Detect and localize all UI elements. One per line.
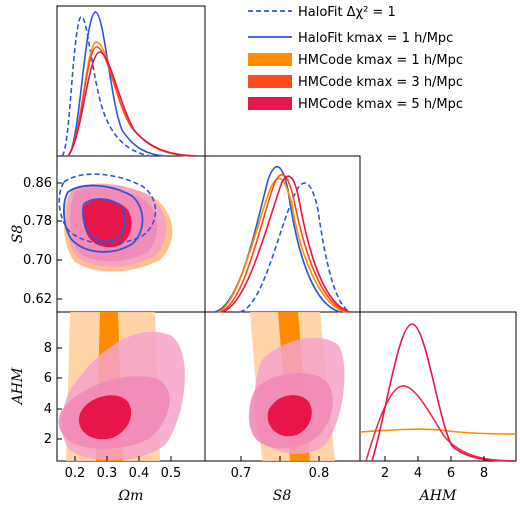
legend-label-halofit-kmax1: HaloFit kmax = 1 h/Mpc xyxy=(298,31,453,46)
legend-swatch-hmcode-kmax1 xyxy=(248,53,292,66)
legend: HaloFit Δχ² = 1 HaloFit kmax = 1 h/Mpc H… xyxy=(248,5,463,112)
x-tick-om-2: 0.4 xyxy=(129,466,150,481)
legend-label-hmcode-kmax1: HMCode kmax = 1 h/Mpc xyxy=(298,53,463,68)
x-tick-labels: 0.2 0.3 0.4 0.5 0.7 0.8 2 4 6 8 xyxy=(65,466,488,481)
legend-label-hmcode-kmax5: HMCode kmax = 5 h/Mpc xyxy=(298,97,463,112)
y-tick-ahm-3: 8 xyxy=(44,341,52,356)
om-1d-curves xyxy=(61,11,196,157)
s8-1d-curves xyxy=(214,166,351,313)
panel-om-1d xyxy=(56,5,206,157)
y-axis-label-ahm: AHM xyxy=(10,367,26,406)
tick-marks xyxy=(57,182,485,461)
x-axis-label-s8: S8 xyxy=(273,488,292,504)
om-s8-halofit-kmax1-inner xyxy=(82,198,127,243)
panel-ahm-1d xyxy=(359,311,517,462)
om-s8-halofit-kmax1-outer xyxy=(63,184,144,253)
om-1d-hmcode-kmax3 xyxy=(67,46,196,157)
om-s8-halofit-dchi2-contour xyxy=(58,173,157,245)
y-tick-s8-3: 0.86 xyxy=(23,176,52,191)
s8-1d-hmcode-kmax5 xyxy=(221,175,351,313)
x-tick-om-0: 0.2 xyxy=(65,466,86,481)
y-axis-label-s8: S8 xyxy=(10,225,26,244)
y-tick-s8-1: 0.70 xyxy=(23,253,52,268)
x-tick-ahm-1: 4 xyxy=(414,466,422,481)
y-tick-s8-2: 0.78 xyxy=(23,214,52,229)
legend-label-halofit-dchi2: HaloFit Δχ² = 1 xyxy=(298,5,396,20)
legend-swatch-hmcode-kmax5 xyxy=(248,97,292,110)
om-1d-hmcode-kmax5 xyxy=(67,51,196,157)
legend-swatch-hmcode-kmax3 xyxy=(248,75,292,88)
om-ahm-contours xyxy=(58,312,185,461)
x-tick-s8-0: 0.7 xyxy=(231,466,252,481)
x-tick-ahm-2: 6 xyxy=(447,466,455,481)
s8-ahm-hmcode-inner xyxy=(267,395,312,437)
ahm-1d-hmcode-kmax1 xyxy=(359,428,517,435)
y-tick-ahm-0: 2 xyxy=(44,432,52,447)
y-tick-ahm-1: 4 xyxy=(44,402,52,417)
y-tick-s8-0: 0.62 xyxy=(23,292,52,307)
x-tick-s8-1: 0.8 xyxy=(309,466,330,481)
s8-ahm-contours xyxy=(248,312,345,461)
y-tick-ahm-2: 6 xyxy=(44,371,52,386)
legend-label-hmcode-kmax3: HMCode kmax = 3 h/Mpc xyxy=(298,75,463,90)
om-ahm-hmcode-inner xyxy=(78,395,132,440)
y-tick-labels: 0.86 0.78 0.70 0.62 8 6 4 2 xyxy=(23,176,52,447)
s8-1d-halofit-dchi2 xyxy=(239,182,351,313)
ahm-1d-hmcode-kmax3 xyxy=(365,385,517,462)
x-tick-om-1: 0.3 xyxy=(97,466,118,481)
s8-1d-hmcode-kmax1 xyxy=(217,177,346,313)
s8-1d-hmcode-kmax3 xyxy=(219,173,349,313)
om-1d-halofit-kmax1 xyxy=(67,11,166,157)
x-tick-om-3: 0.5 xyxy=(161,466,182,481)
x-axis-label-ahm: AHM xyxy=(418,488,457,504)
om-1d-halofit-dchi2 xyxy=(61,15,151,157)
x-axis-label-om: Ωm xyxy=(118,488,144,504)
ahm-1d-curves xyxy=(359,323,517,462)
om-s8-contours xyxy=(58,173,173,272)
x-tick-ahm-0: 2 xyxy=(381,466,389,481)
ahm-1d-hmcode-kmax5 xyxy=(371,323,517,462)
x-tick-ahm-3: 8 xyxy=(480,466,488,481)
